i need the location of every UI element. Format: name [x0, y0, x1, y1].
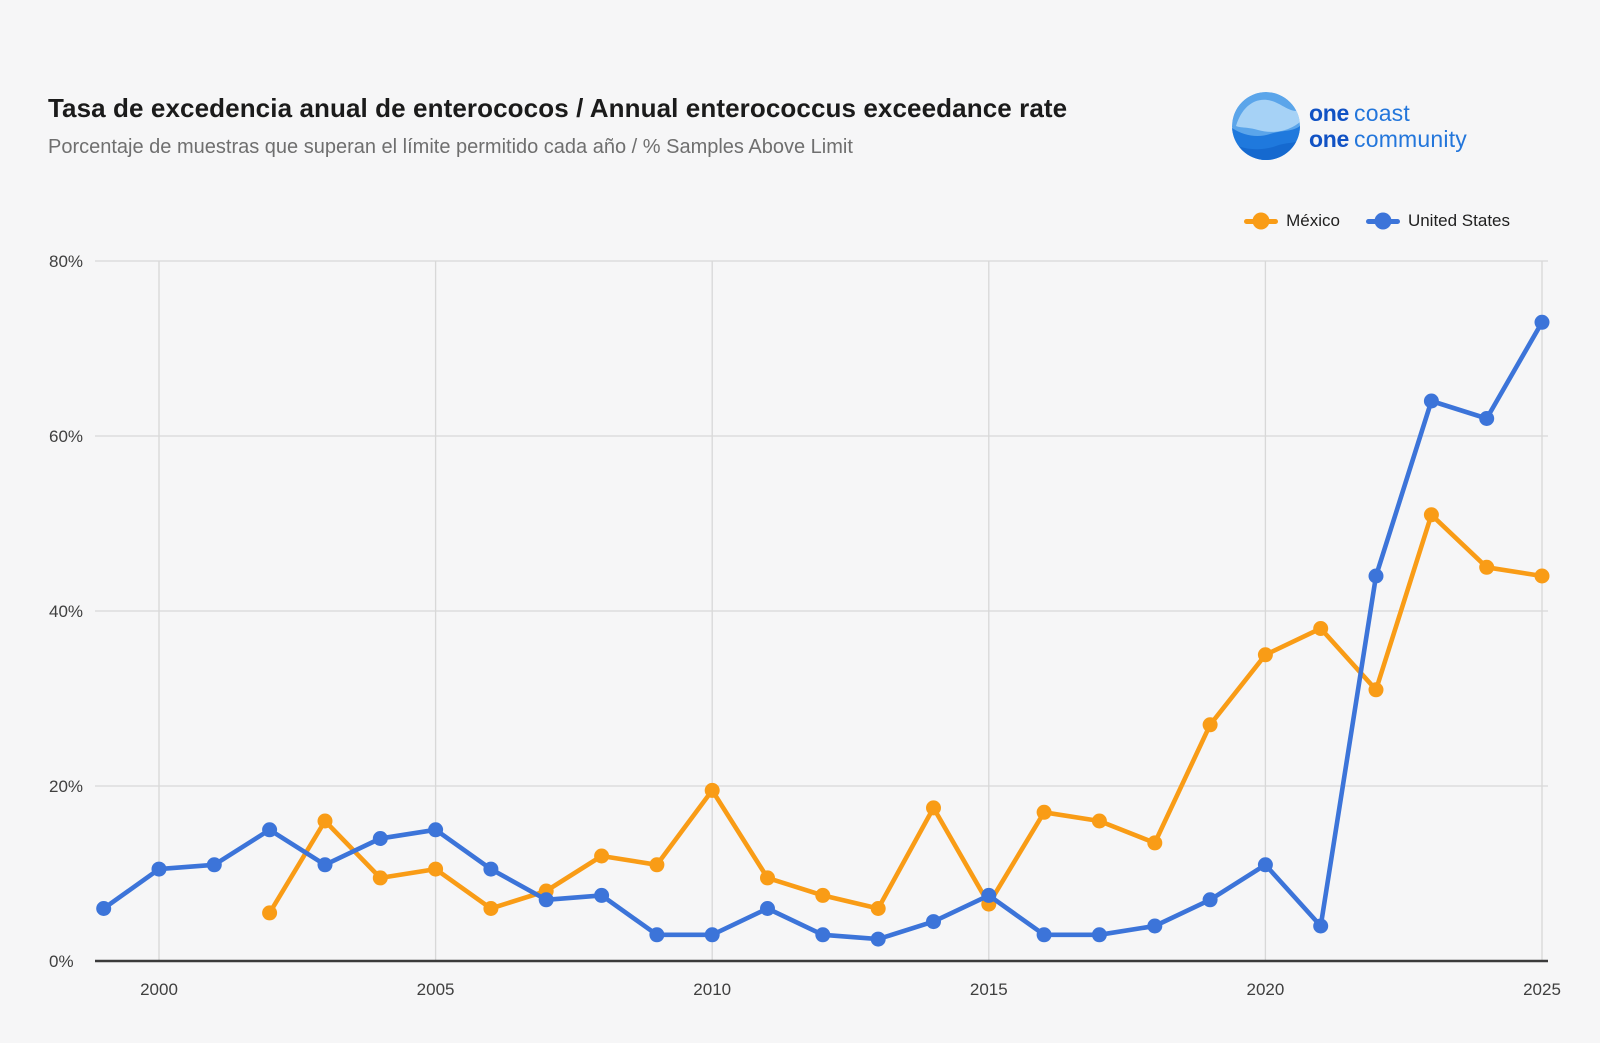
data-point-united-states-1999[interactable] [96, 901, 112, 916]
legend-label: United States [1407, 211, 1510, 230]
data-point-united-states-2006[interactable] [483, 861, 499, 877]
chart-legend: México United States [1244, 211, 1510, 231]
data-point-méxico-2024[interactable] [1479, 559, 1495, 575]
data-point-united-states-2022[interactable] [1368, 568, 1384, 584]
data-point-méxico-2011[interactable] [760, 870, 775, 886]
y-axis-tick-label: 40% [49, 602, 83, 621]
data-point-united-states-2007[interactable] [538, 892, 554, 908]
data-point-united-states-2018[interactable] [1147, 918, 1163, 934]
data-point-united-states-2023[interactable] [1423, 393, 1439, 409]
data-point-united-states-2019[interactable] [1202, 892, 1218, 908]
y-axis-tick-label: 20% [49, 777, 83, 796]
data-point-méxico-2023[interactable] [1423, 507, 1439, 523]
data-point-méxico-2004[interactable] [372, 870, 388, 886]
x-axis-tick-label: 2010 [693, 980, 731, 999]
data-point-méxico-2002[interactable] [262, 905, 278, 921]
data-point-united-states-2001[interactable] [206, 857, 222, 873]
data-point-méxico-2025[interactable] [1534, 568, 1550, 584]
legend-marker-icon [1365, 212, 1400, 230]
data-point-méxico-2021[interactable] [1313, 621, 1329, 636]
data-point-méxico-2020[interactable] [1257, 647, 1273, 663]
y-axis-tick-label: 60% [49, 427, 83, 446]
logo-one-2: one [1309, 126, 1349, 152]
series-line-méxico [267, 512, 1545, 916]
data-point-united-states-2014[interactable] [926, 914, 941, 930]
data-point-united-states-2009[interactable] [649, 927, 665, 943]
data-point-méxico-2012[interactable] [815, 887, 831, 903]
data-point-united-states-2010[interactable] [704, 927, 720, 943]
data-point-united-states-2020[interactable] [1257, 857, 1273, 873]
chart-subtitle: Porcentaje de muestras que superan el lí… [48, 136, 853, 158]
data-point-united-states-2012[interactable] [815, 927, 831, 943]
data-point-méxico-2018[interactable] [1147, 835, 1163, 851]
data-point-méxico-2019[interactable] [1202, 717, 1218, 733]
data-point-united-states-2002[interactable] [262, 822, 278, 838]
chart-header: Tasa de excedencia anual de enterococos … [48, 93, 1188, 159]
data-point-united-states-2025[interactable] [1534, 314, 1550, 330]
logo-wordmark: one coast one community [1309, 100, 1467, 152]
x-axis-tick-label: 2025 [1523, 980, 1561, 999]
data-point-united-states-2013[interactable] [870, 931, 886, 947]
data-point-méxico-2006[interactable] [483, 901, 499, 916]
data-point-united-states-2011[interactable] [760, 901, 775, 916]
wave-circle-icon [1232, 92, 1300, 160]
data-point-united-states-2000[interactable] [151, 861, 167, 877]
y-axis-tick-label: 0% [49, 952, 74, 971]
y-axis-tick-label: 80% [49, 252, 83, 271]
legend-item-méxico[interactable]: México [1244, 211, 1340, 231]
data-point-méxico-2010[interactable] [704, 782, 720, 798]
x-axis-tick-label: 2000 [140, 980, 178, 999]
data-point-united-states-2015[interactable] [981, 887, 997, 903]
data-point-méxico-2005[interactable] [428, 861, 444, 877]
data-point-méxico-2017[interactable] [1091, 813, 1107, 829]
logo-one-1: one [1309, 100, 1349, 126]
data-point-united-states-2024[interactable] [1479, 411, 1495, 426]
logo-coast: coast [1354, 100, 1410, 126]
legend-item-united-states[interactable]: United States [1365, 211, 1510, 231]
data-point-united-states-2021[interactable] [1313, 918, 1329, 934]
data-point-méxico-2016[interactable] [1036, 804, 1052, 820]
legend-marker-icon [1244, 212, 1279, 230]
data-point-méxico-2013[interactable] [870, 901, 886, 916]
data-point-united-states-2005[interactable] [428, 822, 444, 838]
x-axis-tick-label: 2005 [417, 980, 455, 999]
data-point-united-states-2003[interactable] [317, 857, 333, 873]
data-point-united-states-2017[interactable] [1091, 927, 1107, 943]
chart-title: Tasa de excedencia anual de enterococos … [48, 93, 1068, 123]
data-point-méxico-2009[interactable] [649, 857, 665, 873]
data-point-méxico-2003[interactable] [317, 813, 333, 829]
data-point-méxico-2014[interactable] [926, 800, 941, 816]
data-point-united-states-2004[interactable] [372, 831, 388, 846]
data-point-méxico-2008[interactable] [594, 848, 610, 864]
data-point-united-states-2008[interactable] [594, 887, 610, 903]
data-point-united-states-2016[interactable] [1036, 927, 1052, 943]
data-point-méxico-2022[interactable] [1368, 682, 1384, 698]
logo-community: community [1354, 126, 1467, 152]
x-axis-tick-label: 2020 [1246, 980, 1284, 999]
x-axis-tick-label: 2015 [970, 980, 1008, 999]
brand-logo: one coast one community [1232, 92, 1467, 160]
legend-label: México [1286, 211, 1340, 230]
